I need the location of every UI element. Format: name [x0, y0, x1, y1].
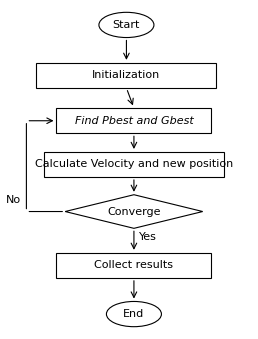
Text: End: End [123, 309, 144, 319]
Text: Converge: Converge [107, 206, 161, 217]
Text: Start: Start [113, 20, 140, 30]
Polygon shape [65, 195, 203, 228]
Ellipse shape [99, 12, 154, 38]
Ellipse shape [106, 301, 162, 327]
Text: No: No [6, 195, 21, 205]
FancyBboxPatch shape [36, 63, 216, 88]
Text: Initialization: Initialization [92, 71, 160, 80]
FancyBboxPatch shape [44, 152, 224, 177]
Text: Yes: Yes [139, 232, 157, 242]
FancyBboxPatch shape [57, 253, 212, 278]
Text: Find Pbest and Gbest: Find Pbest and Gbest [75, 116, 193, 126]
Text: Calculate Velocity and new position: Calculate Velocity and new position [35, 159, 233, 170]
FancyBboxPatch shape [57, 108, 212, 133]
Text: Collect results: Collect results [94, 260, 173, 270]
